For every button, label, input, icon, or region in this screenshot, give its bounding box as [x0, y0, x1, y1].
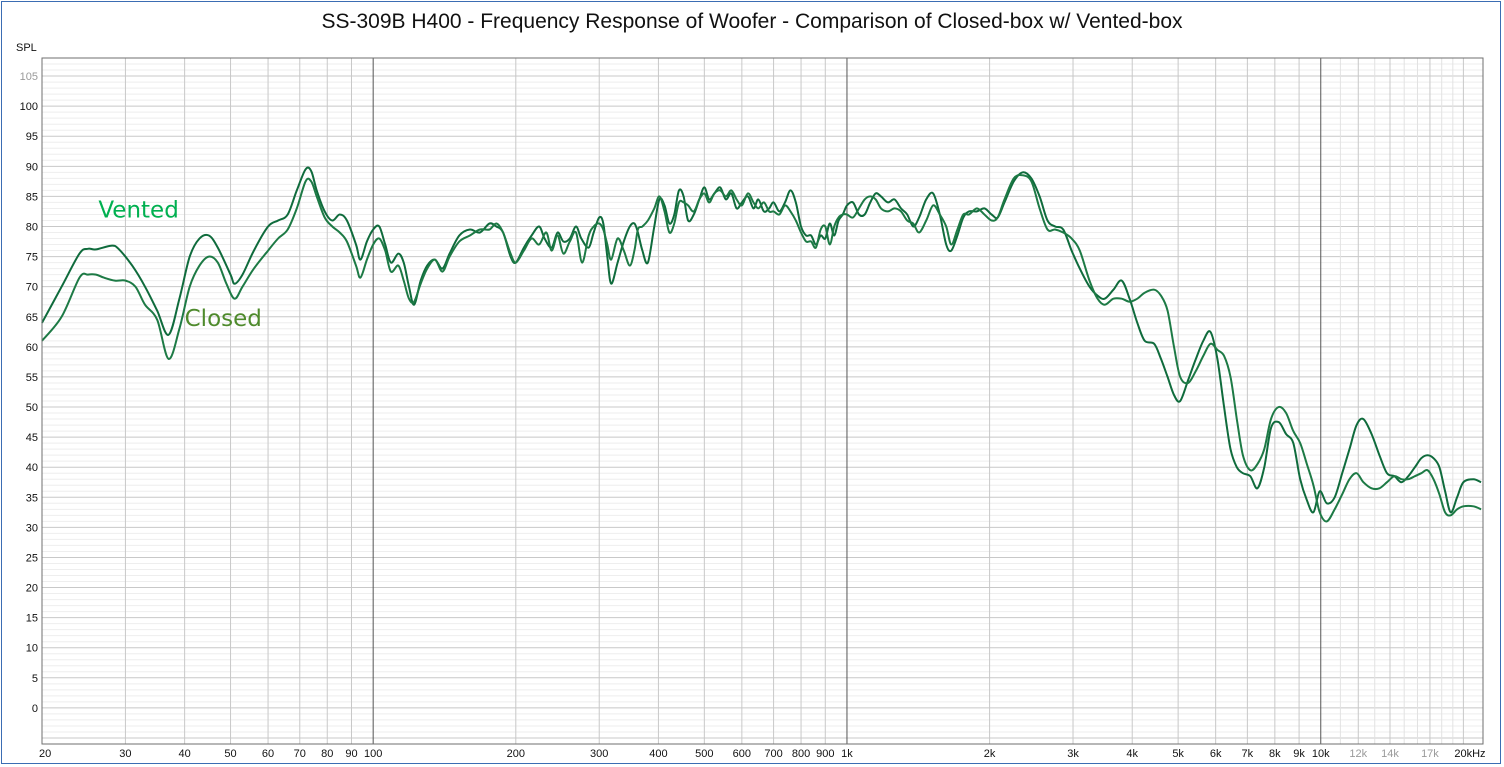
x-tick-label: 50 [224, 748, 236, 760]
x-tick-label: 80 [321, 748, 333, 760]
x-tick-label: 500 [695, 748, 713, 760]
y-tick-label: 35 [26, 492, 38, 504]
x-tick-label: 30 [119, 748, 131, 760]
annotation-closed: Closed [185, 306, 262, 332]
y-tick-label: 5 [32, 673, 38, 685]
series-line-closed [41, 173, 1482, 523]
x-tick-label: 200 [507, 748, 525, 760]
y-tick-label: 30 [26, 522, 38, 534]
x-tick-label: 8k [1269, 748, 1281, 760]
y-tick-label: 70 [26, 282, 38, 294]
x-tick-label: 100 [364, 748, 382, 760]
plot-border [41, 57, 1484, 745]
x-tick-label: 700 [764, 748, 782, 760]
y-tick-label: 85 [26, 191, 38, 203]
x-tick-label: 20kHz [1454, 748, 1485, 760]
x-tick-label: 20 [39, 748, 51, 760]
annotation-vented: Vented [98, 197, 178, 223]
y-tick-label: 50 [26, 402, 38, 414]
y-tick-label: 100 [20, 101, 38, 113]
y-tick-label: 0 [32, 703, 38, 715]
y-tick-label: 95 [26, 131, 38, 143]
y-tick-label: 10 [26, 643, 38, 655]
x-tick-label: 900 [816, 748, 834, 760]
x-tick-label: 1k [841, 748, 853, 760]
x-tick-label: 17k [1421, 748, 1439, 760]
x-tick-label: 300 [590, 748, 608, 760]
y-tick-label: 45 [26, 432, 38, 444]
y-tick-label: 65 [26, 312, 38, 324]
series-lines [41, 166, 1482, 523]
x-tick-label: 400 [649, 748, 667, 760]
y-tick-label: 90 [26, 161, 38, 173]
annotations: Vented Closed [98, 197, 262, 331]
y-tick-label: 55 [26, 372, 38, 384]
grid [41, 57, 1483, 745]
x-tick-label: 9k [1293, 748, 1305, 760]
x-tick-label: 6k [1210, 748, 1222, 760]
x-tick-label: 12k [1349, 748, 1367, 760]
y-tick-label: 15 [26, 613, 38, 625]
x-tick-label: 10k [1312, 748, 1330, 760]
x-tick-label: 14k [1381, 748, 1399, 760]
y-axis-label: SPL [16, 42, 37, 54]
x-tick-label: 2k [984, 748, 996, 760]
y-tick-label: 105 [20, 71, 38, 83]
y-tick-label: 75 [26, 252, 38, 264]
x-tick-label: 90 [345, 748, 357, 760]
y-axis: 0 5 10 15 20 25 30 35 40 45 50 55 60 65 70 75 80 85 90 95 10… [20, 71, 38, 715]
x-axis: 20 30 40 50 60 70 80 90 100 200 300 400 500 600 700 800… [39, 748, 1486, 760]
y-tick-label: 80 [26, 221, 38, 233]
x-tick-label: 70 [294, 748, 306, 760]
x-tick-label: 40 [179, 748, 191, 760]
x-tick-label: 800 [792, 748, 810, 760]
x-tick-label: 7k [1242, 748, 1254, 760]
chart-title: SS-309B H400 - Frequency Response of Woo… [321, 10, 1183, 33]
y-tick-label: 40 [26, 462, 38, 474]
x-tick-label: 4k [1126, 748, 1138, 760]
y-tick-label: 20 [26, 583, 38, 595]
y-tick-label: 60 [26, 342, 38, 354]
x-tick-label: 60 [262, 748, 274, 760]
y-tick-label: 25 [26, 552, 38, 564]
x-tick-label: 5k [1172, 748, 1184, 760]
x-tick-label: 3k [1067, 748, 1079, 760]
x-tick-label: 600 [733, 748, 751, 760]
series-line-vented [41, 166, 1482, 514]
